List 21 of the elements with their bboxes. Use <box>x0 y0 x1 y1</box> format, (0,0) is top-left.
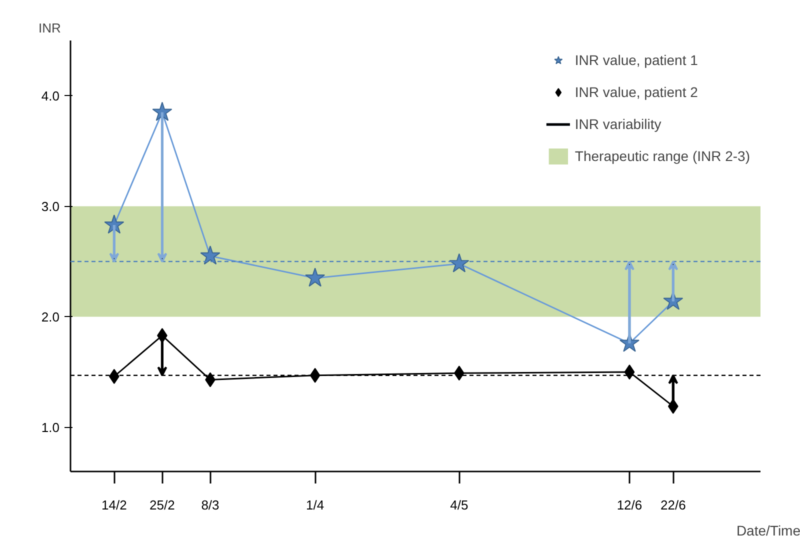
point <box>104 214 124 234</box>
y-tick-label: 4.0 <box>41 88 60 104</box>
legend-label: INR value, patient 2 <box>574 84 698 100</box>
x-axis-title: Date/Time <box>736 522 800 538</box>
annotation: INR variability <box>574 116 662 132</box>
y-tick-label: 3.0 <box>41 198 60 214</box>
x-tick-label: 8/3 <box>201 498 220 512</box>
x-tick-label: 25/2 <box>150 498 175 512</box>
point <box>449 253 470 272</box>
x-tick-label: 14/2 <box>102 498 127 512</box>
x-tick-label: 1/4 <box>306 498 324 512</box>
point <box>152 102 172 121</box>
point <box>624 364 635 380</box>
y-tick-label: 2.0 <box>41 309 60 324</box>
x-tick-label: 12/6 <box>616 498 642 512</box>
x-tick-label: 4/5 <box>450 498 468 512</box>
y-tick-label: 1.0 <box>41 420 60 435</box>
x-tick-label: 22/6 <box>660 498 686 512</box>
legend-label: INR value, patient 1 <box>574 52 698 68</box>
y-axis-title: INR <box>38 20 61 36</box>
legend-label: Therapeutic range (INR 2-3) <box>574 148 750 164</box>
